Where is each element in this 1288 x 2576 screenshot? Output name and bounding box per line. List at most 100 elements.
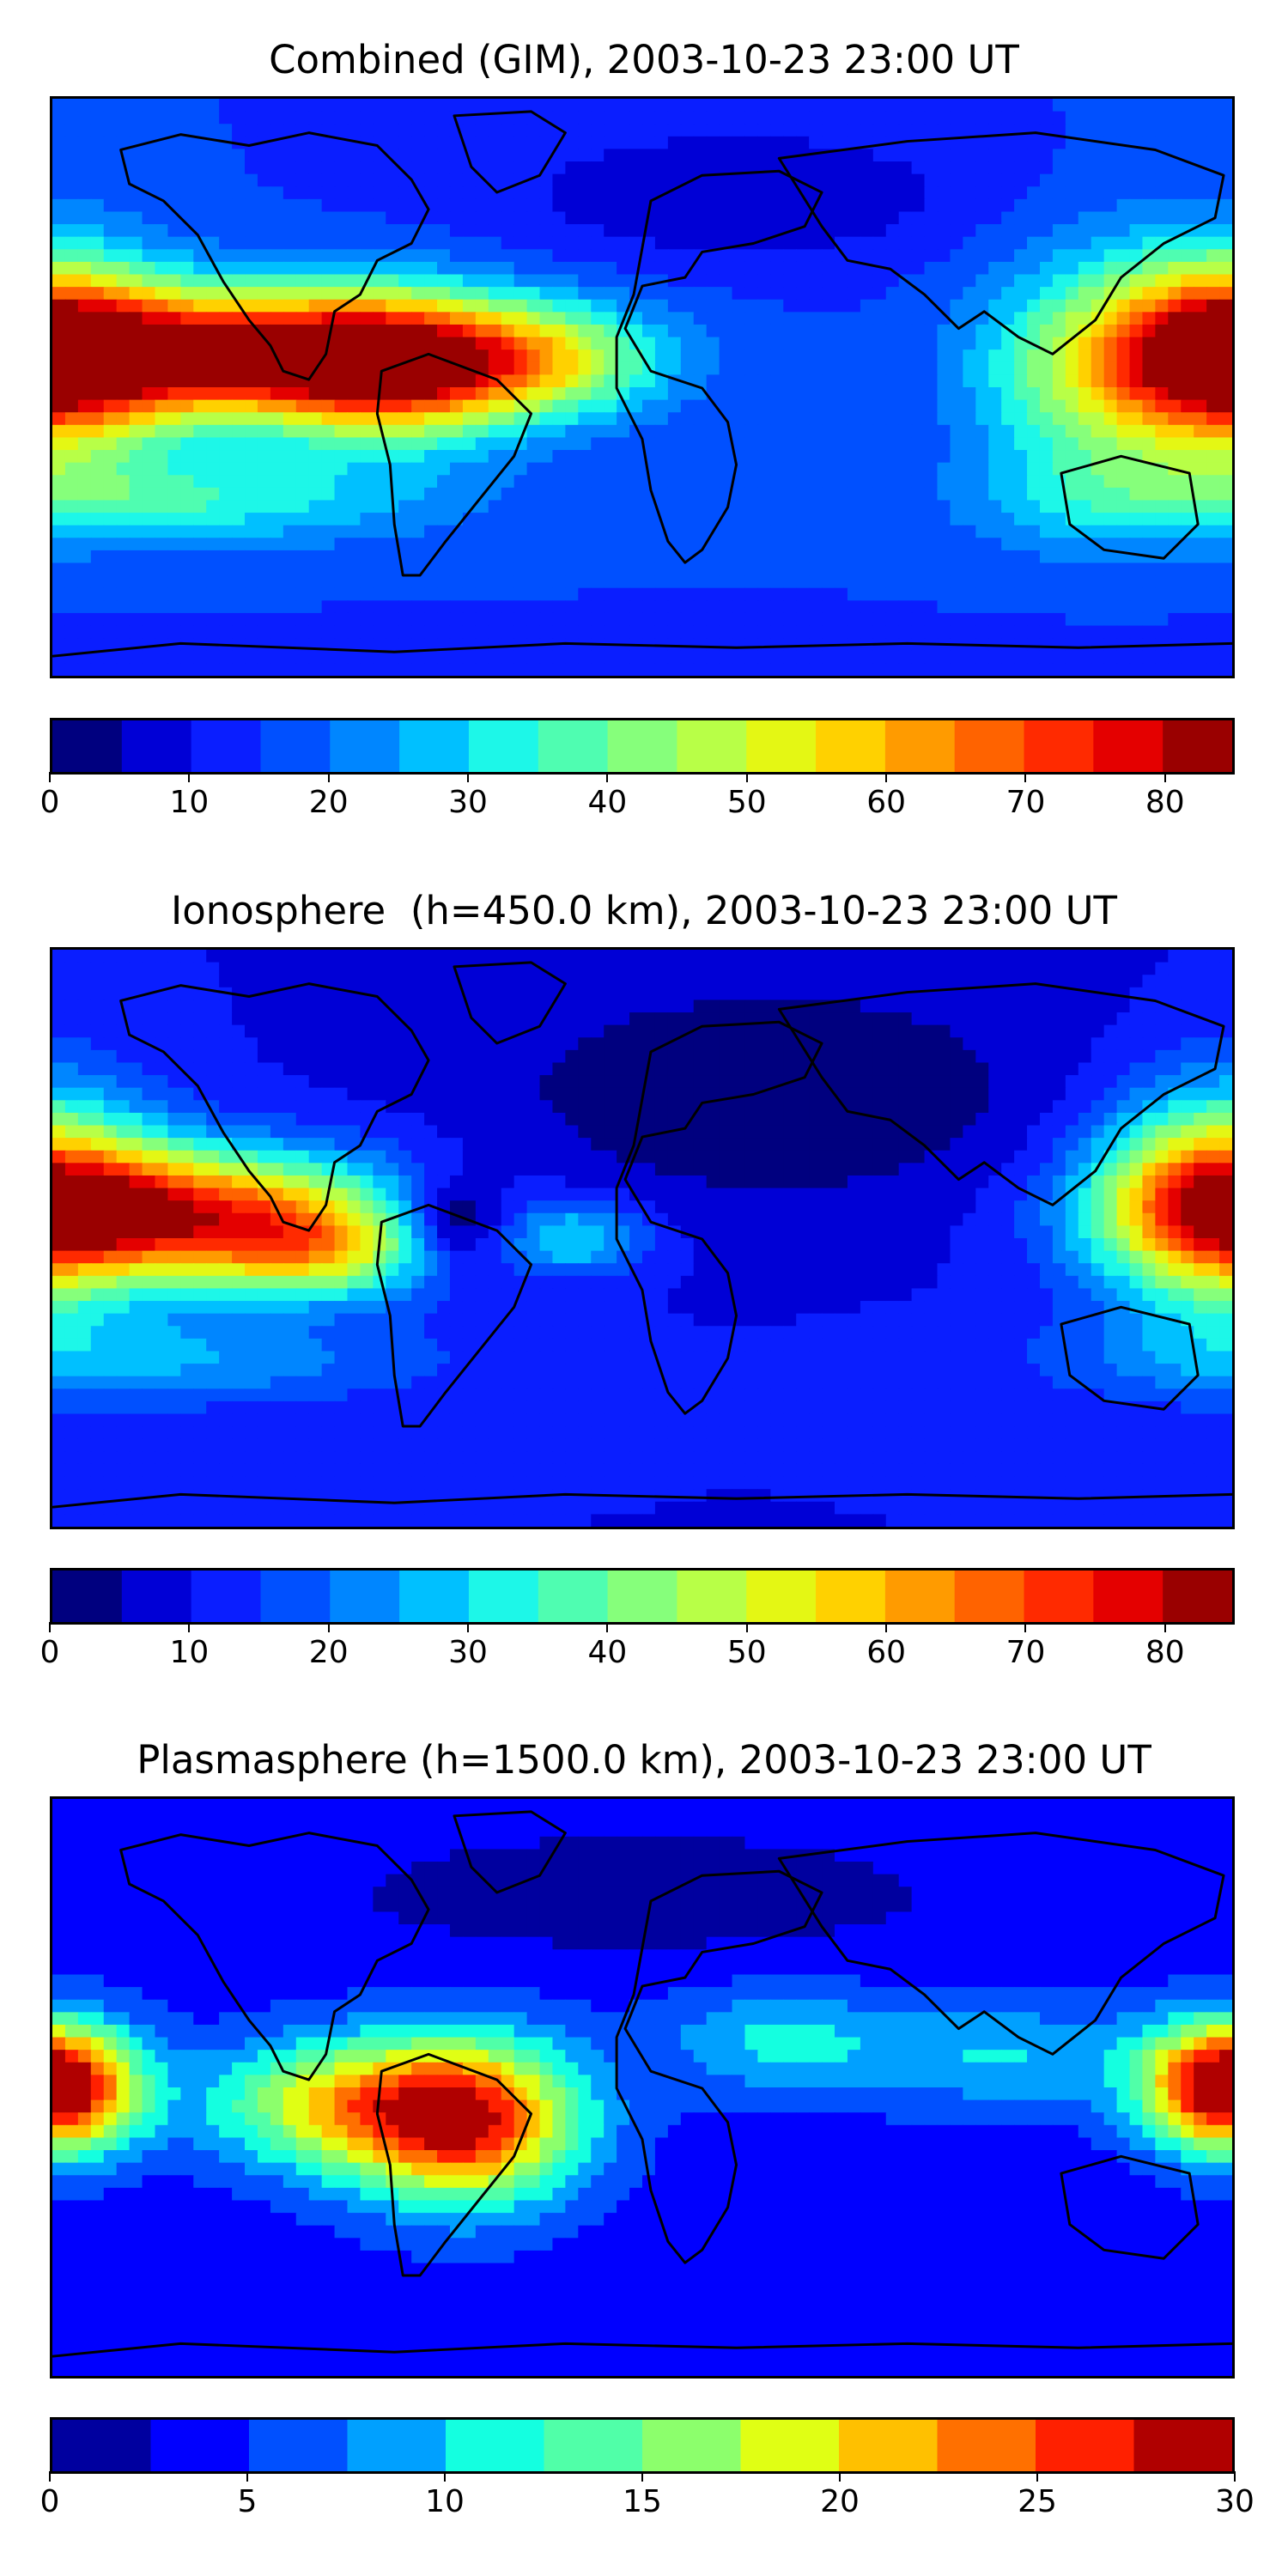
field-cell — [654, 224, 669, 238]
field-cell — [885, 287, 900, 301]
field-cell — [898, 962, 913, 975]
field-cell — [578, 437, 592, 451]
field-cell — [719, 124, 733, 137]
field-cell — [449, 312, 464, 325]
field-cell — [975, 437, 989, 451]
coastline — [1060, 454, 1200, 560]
field-cell — [911, 625, 926, 639]
field-cell — [642, 412, 656, 426]
coastline — [777, 131, 1225, 355]
field-cell — [565, 950, 579, 963]
field-cell — [411, 500, 425, 513]
field-cell — [1116, 99, 1131, 112]
field-cell — [219, 1024, 233, 1038]
field-cell — [591, 462, 605, 476]
field-cell — [1103, 550, 1118, 564]
field-cell — [295, 525, 310, 538]
field-cell — [937, 975, 951, 988]
field-cell — [398, 312, 412, 325]
field-cell — [860, 399, 874, 413]
field-cell — [1155, 349, 1169, 363]
field-cell — [193, 525, 207, 538]
field-cell — [1142, 211, 1156, 225]
field-cell — [1103, 124, 1118, 137]
field-cell — [77, 387, 92, 401]
colorbar-swatch — [746, 720, 817, 772]
field-cell — [219, 999, 233, 1013]
field-cell — [1181, 287, 1194, 301]
field-cell — [167, 1012, 181, 1026]
field-cell — [64, 950, 79, 963]
field-cell — [1142, 99, 1156, 112]
field-cell — [988, 612, 1002, 627]
field-cell — [604, 424, 617, 439]
field-cell — [1078, 638, 1092, 652]
field-cell — [872, 124, 887, 137]
field-cell — [629, 487, 643, 501]
field-cell — [693, 487, 708, 501]
field-cell — [1039, 500, 1054, 513]
field-cell — [1194, 211, 1207, 225]
field-cell — [1065, 211, 1079, 225]
field-cell — [629, 186, 643, 200]
field-cell — [1116, 475, 1131, 489]
field-cell — [924, 374, 939, 388]
field-cell — [308, 399, 323, 413]
field-cell — [373, 550, 386, 564]
field-cell — [1001, 500, 1015, 513]
field-cell — [719, 962, 733, 975]
field-cell — [52, 161, 66, 175]
field-cell — [386, 612, 399, 627]
field-cell — [988, 161, 1002, 175]
field-cell — [167, 149, 181, 162]
field-cell — [578, 575, 592, 589]
field-cell — [1039, 638, 1054, 652]
field-cell — [706, 575, 720, 589]
field-cell — [654, 299, 669, 313]
field-cell — [270, 1012, 284, 1026]
field-cell — [680, 625, 695, 639]
field-cell — [629, 612, 643, 627]
field-cell — [193, 663, 207, 676]
field-cell — [885, 99, 900, 112]
field-cell — [693, 475, 708, 489]
field-cell — [744, 361, 759, 375]
field-cell — [245, 1037, 258, 1051]
field-cell — [462, 663, 477, 676]
field-cell — [719, 475, 733, 489]
field-cell — [526, 437, 541, 451]
field-cell — [103, 211, 118, 225]
field-cell — [462, 1012, 477, 1026]
field-cell — [565, 462, 579, 476]
field-cell — [1142, 173, 1156, 187]
field-cell — [706, 1012, 720, 1026]
field-cell — [950, 987, 963, 1001]
field-cell — [321, 424, 336, 439]
field-cell — [526, 513, 541, 526]
field-cell — [924, 663, 939, 676]
field-cell — [796, 962, 810, 975]
field-cell — [809, 124, 823, 137]
colorbar-tick-label: 30 — [448, 785, 488, 820]
field-cell — [77, 1037, 92, 1051]
field-cell — [270, 487, 284, 501]
field-cell — [64, 261, 79, 276]
field-cell — [757, 149, 771, 162]
field-cell — [129, 211, 143, 225]
field-cell — [180, 950, 194, 963]
field-cell — [270, 387, 284, 401]
field-cell — [757, 412, 771, 426]
field-cell — [283, 287, 297, 301]
field-cell — [513, 1037, 528, 1051]
field-cell — [744, 249, 759, 263]
field-cell — [180, 625, 194, 639]
field-cell — [373, 587, 386, 601]
field-cell — [347, 562, 361, 576]
field-cell — [937, 513, 951, 526]
field-cell — [809, 987, 823, 1001]
field-cell — [1027, 324, 1041, 338]
field-cell — [617, 337, 630, 350]
field-cell — [924, 124, 939, 137]
field-cell — [1168, 161, 1182, 175]
field-cell — [142, 324, 156, 338]
